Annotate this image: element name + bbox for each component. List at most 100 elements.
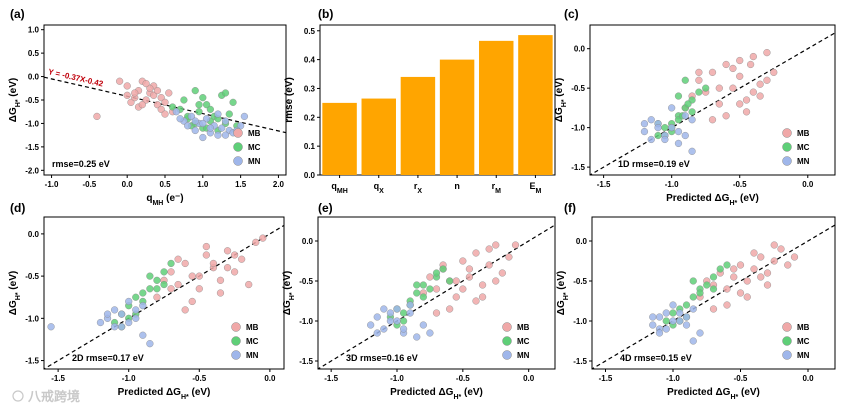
point-MB <box>743 277 751 285</box>
point-MN <box>118 310 126 318</box>
point-MB <box>777 245 785 253</box>
point-MN <box>681 112 689 120</box>
point-MN <box>191 126 199 135</box>
point-MB <box>165 89 173 97</box>
point-MN <box>132 306 140 314</box>
point-MB <box>127 98 135 106</box>
x-tick-label: rX <box>414 181 423 195</box>
point-MN <box>668 104 676 112</box>
point-MN <box>689 337 697 345</box>
x-tick-label: 0.0 <box>264 374 276 383</box>
point-MN <box>373 329 381 337</box>
point-MB <box>715 100 723 108</box>
bar-2 <box>400 76 436 175</box>
x-axis-label: Predicted ΔGH* (eV) <box>390 387 483 401</box>
legend-marker-MN <box>782 156 792 166</box>
point-MC <box>716 265 724 273</box>
point-MN <box>218 124 226 132</box>
legend-label-MC: MC <box>246 337 259 346</box>
parity-line <box>592 224 835 369</box>
x-tick-label: -0.5 <box>456 374 470 383</box>
legend-label-MN: MN <box>248 157 261 166</box>
point-MN <box>202 115 211 123</box>
y-axis-label: ΔGH* (eV) <box>282 271 296 315</box>
point-MC <box>413 281 421 289</box>
point-MB <box>757 253 765 261</box>
bar-5 <box>518 35 553 175</box>
legend-label-MB: MB <box>246 323 259 332</box>
x-tick-label: -1.5 <box>597 180 611 189</box>
point-MN <box>214 110 222 118</box>
point-MB <box>749 88 757 96</box>
panel-e: (e) 0.0 -0.5 -1.0 -1.5 -1.5 -1.0 -0.5 0.0 MB MC MN 3… <box>282 201 556 401</box>
panel-label: (a) <box>10 7 25 21</box>
point-MN <box>386 317 395 325</box>
point-MB <box>252 238 260 246</box>
point-MC <box>682 301 691 309</box>
point-MB <box>123 82 131 90</box>
point-MB <box>116 77 124 85</box>
y-tick-label: 0.0 <box>304 171 316 180</box>
legend-label-MN: MN <box>517 351 530 360</box>
point-MN <box>676 309 684 317</box>
point-MN <box>146 340 154 348</box>
point-MB <box>750 265 758 273</box>
point-MB <box>452 293 460 301</box>
point-MB <box>174 255 182 263</box>
plot-frame <box>589 24 836 176</box>
point-MC <box>661 124 669 132</box>
point-MB <box>181 306 189 314</box>
point-MC <box>709 273 718 281</box>
point-MC <box>419 293 427 301</box>
point-MC <box>146 285 154 293</box>
point-MN <box>367 321 375 329</box>
x-tick-label: rM <box>492 181 502 195</box>
legend-label-MB: MB <box>797 323 810 332</box>
x-tick-label: 0.0 <box>802 374 814 383</box>
point-MC <box>202 101 211 109</box>
point-MN <box>373 313 381 321</box>
legend-marker-MC <box>782 142 792 152</box>
point-MB <box>743 293 751 301</box>
point-MB <box>790 253 799 261</box>
data-layer <box>44 76 286 142</box>
point-MN <box>132 314 140 322</box>
point-MB <box>722 60 730 69</box>
point-MN <box>655 313 664 321</box>
point-MC <box>160 280 168 289</box>
point-MB <box>730 265 738 273</box>
point-MC <box>669 309 677 317</box>
data-layer <box>44 224 284 369</box>
point-MB <box>736 56 744 65</box>
point-MB <box>157 94 165 102</box>
point-MB <box>770 241 778 249</box>
x-tick-label: -1.0 <box>666 374 680 383</box>
y-tick-label: 0.5 <box>304 27 316 36</box>
y-tick-label: 0.0 <box>574 45 586 54</box>
point-MB <box>763 281 772 289</box>
point-MN <box>110 306 119 314</box>
point-MB <box>174 280 182 289</box>
x-tick-label: -0.5 <box>733 180 747 189</box>
rmse-annotation: rmse=0.25 eV <box>52 159 110 169</box>
point-MN <box>640 120 649 128</box>
point-MB <box>223 247 232 255</box>
point-MC <box>132 293 140 301</box>
point-MB <box>511 241 520 249</box>
y-tick-label: -1.5 <box>25 357 39 366</box>
point-MN <box>647 116 655 124</box>
y-tick-label: -0.5 <box>573 277 587 286</box>
point-MN <box>662 309 670 317</box>
point-MN <box>406 309 414 317</box>
x-tick-label: -1.0 <box>390 374 404 383</box>
point-MB <box>770 257 778 265</box>
point-MC <box>206 105 214 113</box>
point-MC <box>439 265 447 273</box>
legend-marker-MN <box>231 350 241 360</box>
x-tick-label: -1.0 <box>122 374 136 383</box>
point-MC <box>709 285 718 293</box>
point-MB <box>216 289 225 297</box>
x-tick-label: -0.5 <box>82 180 96 189</box>
point-MB <box>472 249 480 257</box>
point-MC <box>139 289 147 297</box>
